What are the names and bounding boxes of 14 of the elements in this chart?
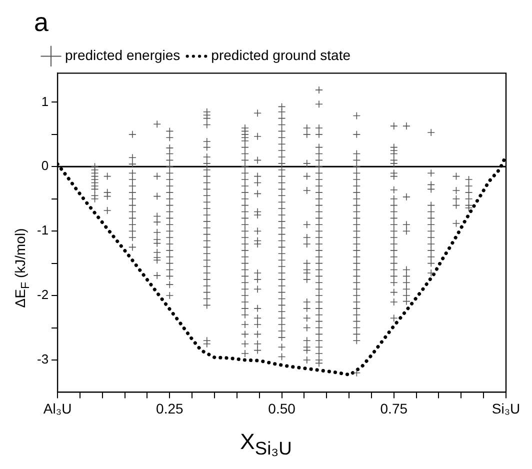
y-tick-label: -3	[36, 352, 49, 367]
x-tick-label: 0.75	[380, 400, 408, 416]
y-tick-label: -1	[36, 222, 49, 238]
chart-title: a	[34, 6, 49, 37]
x-tick-label: 0.25	[156, 400, 184, 416]
y-tick-label: 1	[41, 94, 49, 109]
x-tick-label: 0.50	[268, 400, 296, 416]
legend-label: predicted ground state	[211, 47, 351, 64]
legend-label: predicted energies	[65, 47, 180, 64]
x-axis-title: X$_{Si₃U}$	[239, 428, 293, 459]
y-tick-label: -2	[36, 287, 49, 302]
y-tick-label: 0	[41, 158, 49, 174]
x-tick-label: Al₃U	[43, 400, 72, 416]
x-tick-label: Si₃U	[492, 400, 520, 416]
